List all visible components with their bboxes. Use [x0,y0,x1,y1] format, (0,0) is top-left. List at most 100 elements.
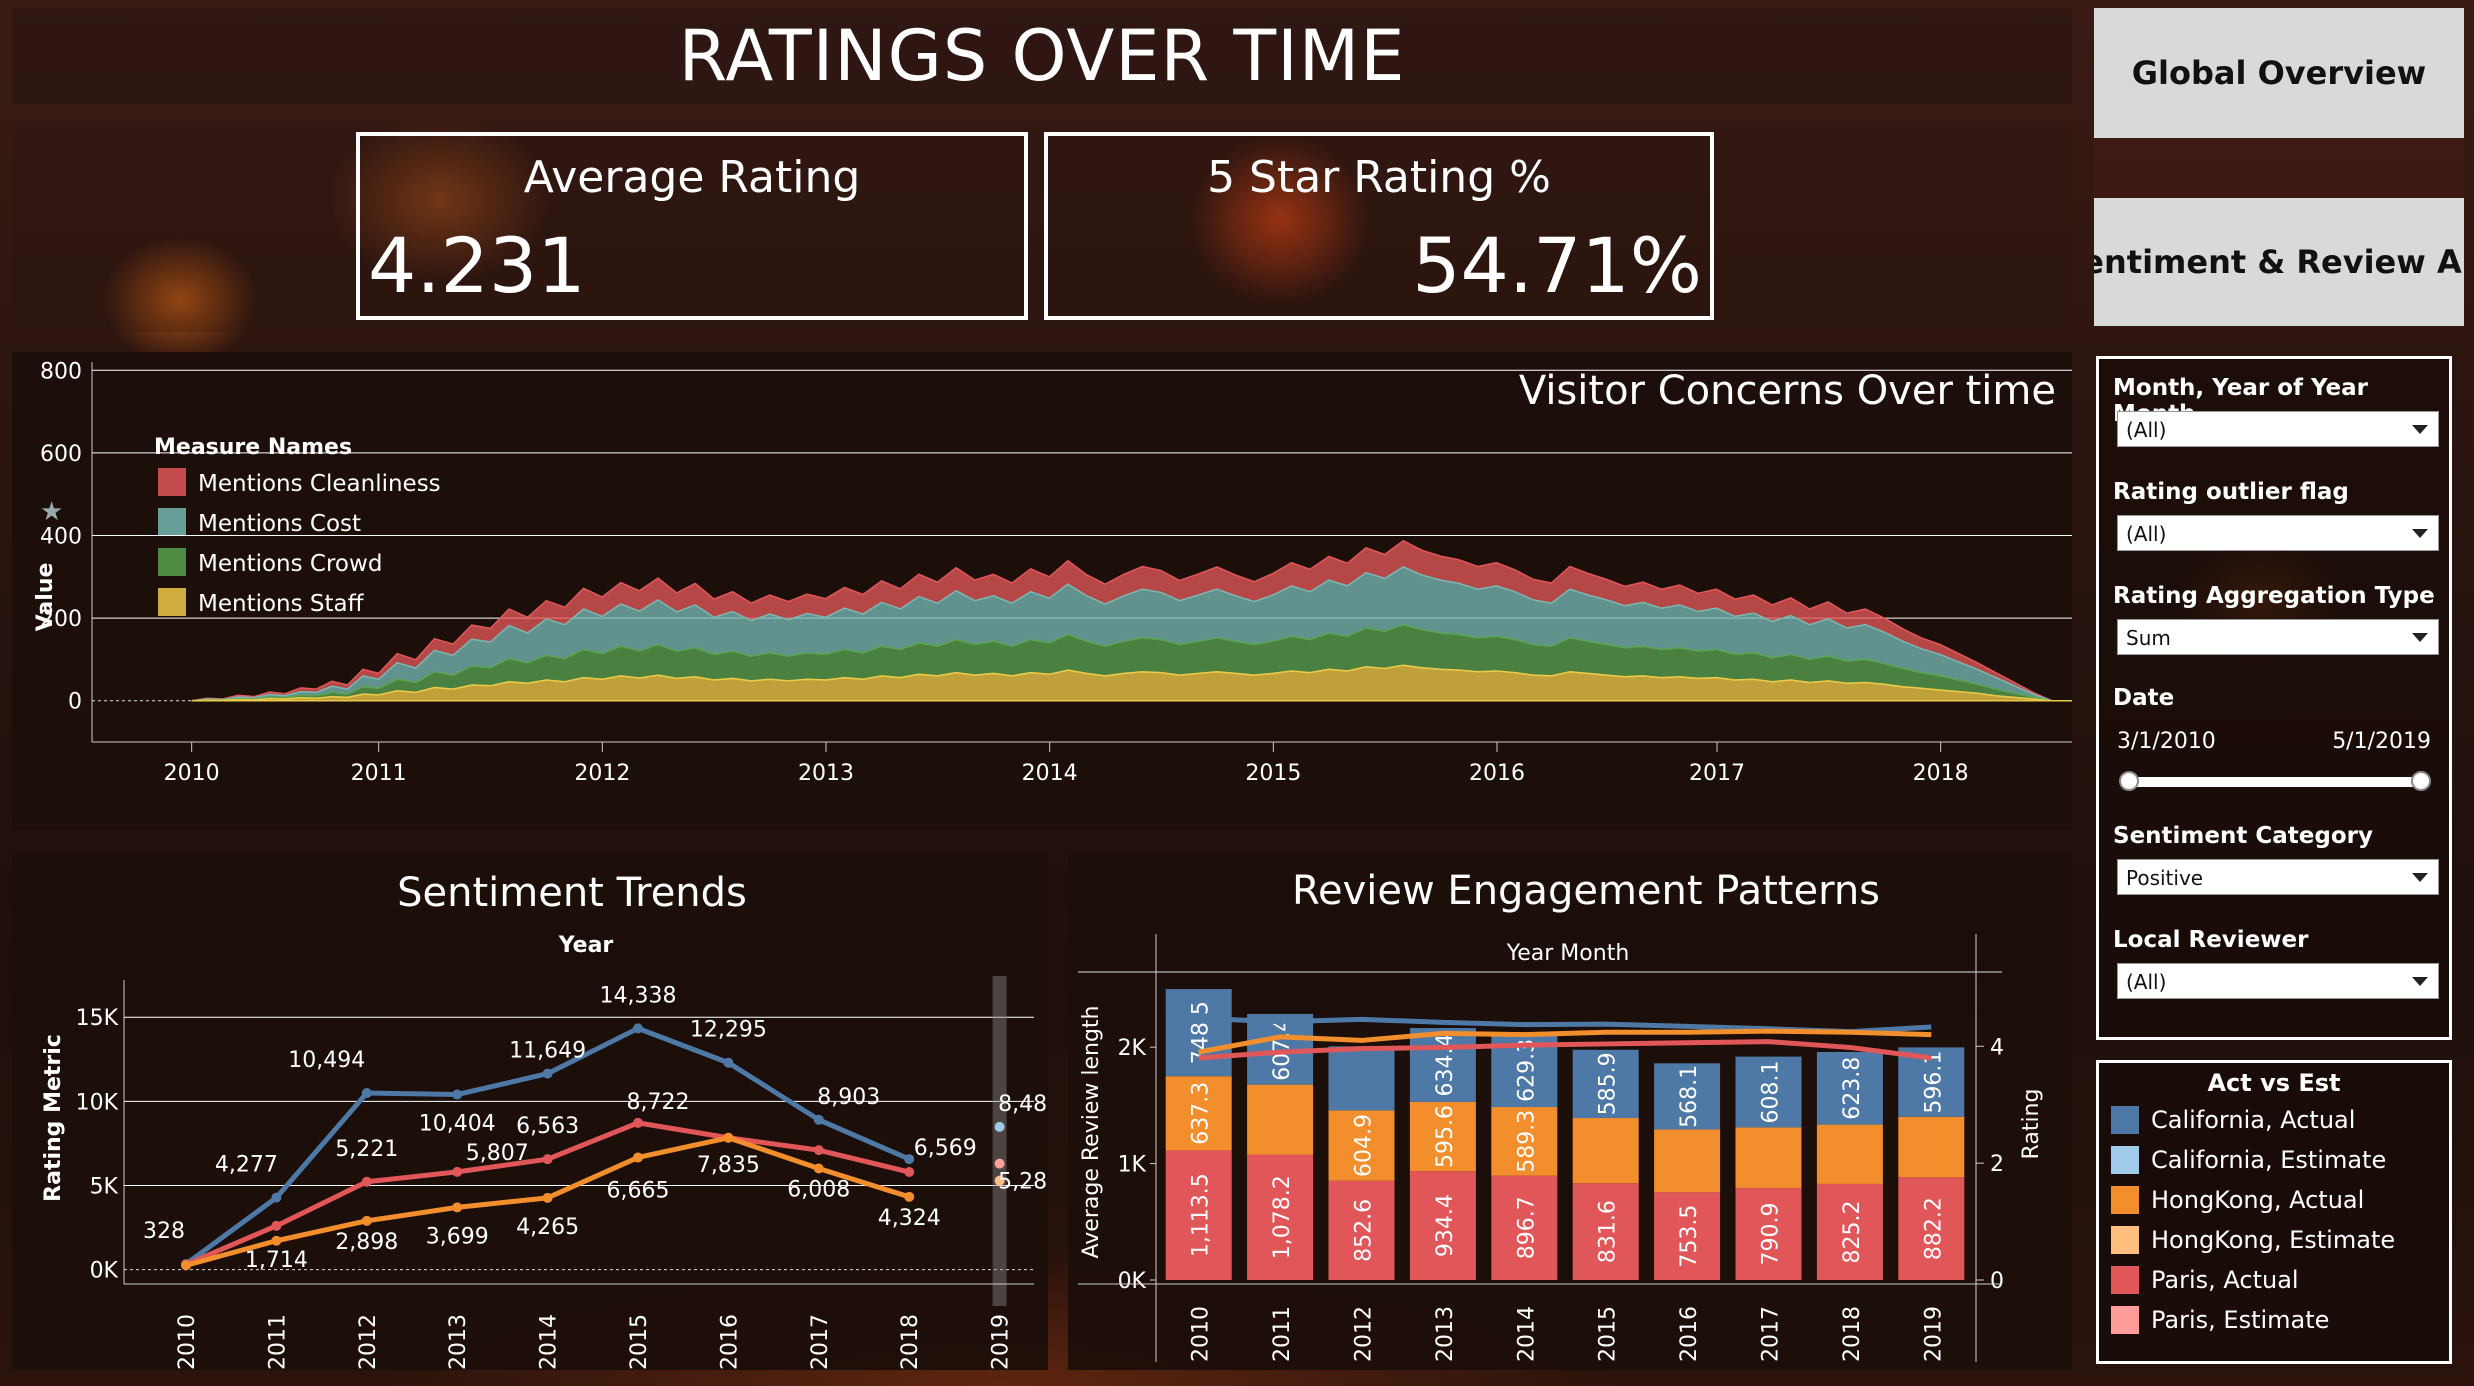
dashboard-title: RATINGS OVER TIME [678,15,1406,97]
bar-california [1898,1047,1965,1117]
x-tick-label: 2011 [1270,1306,1295,1362]
date-end-value: 5/1/2019 [2332,729,2431,754]
data-label: 5,221 [335,1137,398,1162]
x-tick-label: 2016 [717,1314,742,1370]
legend-swatch [2111,1186,2139,1214]
review-engagement-ylabel: Average Review length [1079,1006,1104,1259]
legend-label: HongKong, Actual [2151,1186,2365,1214]
bar-california [1328,1046,1395,1111]
data-label: 7,835 [697,1153,760,1178]
bar-label: 608.1 [1759,1061,1784,1124]
sentiment-review-button[interactable]: Sentiment & Review A... [2094,198,2464,326]
x-tick-label: 2018 [1840,1306,1865,1362]
date-range-slider[interactable] [2123,777,2427,787]
kpi-five-star-label: 5 Star Rating % [1207,152,1551,203]
sentiment-filter-dropdown[interactable]: Positive [2117,859,2439,895]
kpi-five-star-rating[interactable]: 5 Star Rating % 54.71% [1044,132,1714,320]
global-overview-button[interactable]: Global Overview [2094,8,2464,138]
pin-icon[interactable]: ★ [40,497,63,527]
legend-swatch [158,548,186,576]
series-point [271,1192,282,1203]
x-tick-label: 2017 [808,1314,833,1370]
outlier-filter-dropdown[interactable]: (All) [2117,515,2439,551]
bar-label: 825.2 [1840,1200,1865,1263]
x-tick-label: 2017 [1689,761,1745,786]
kpi-average-rating-label: Average Rating [523,152,861,203]
data-label: 14,338 [600,983,677,1008]
series-point [542,1068,553,1079]
data-label: 5,807 [466,1141,529,1166]
act-vs-est-title: Act vs Est [2207,1069,2341,1097]
rating-line-paris [1198,1039,1932,1061]
review-engagement-panel: Review Engagement Patterns Year Month Av… [1068,852,2072,1370]
bar-hongkong [1572,1118,1639,1184]
bar-label: 1,113.5 [1189,1173,1214,1257]
series-point [361,1088,372,1099]
month-filter-dropdown[interactable]: (All) [2117,411,2439,447]
sentiment-trends-panel: Sentiment Trends Year Rating Metric 0K 5K… [12,852,1061,1370]
legend-item[interactable]: Paris, Actual [2111,1263,2299,1297]
bar-label: 568.1 [1677,1065,1702,1128]
bar-label: 882.2 [1921,1197,1946,1260]
sentiment-trends-chart: Sentiment Trends Year Rating Metric 0K 5K… [41,870,1061,1370]
concerns-legend[interactable]: Mentions Cleanliness Mentions Cost Mention… [158,468,441,617]
outlier-filter-value: (All) [2126,522,2167,546]
bar-paris [1735,1187,1802,1280]
legend-item[interactable]: Paris, Estimate [2111,1303,2329,1337]
series-point [904,1191,915,1202]
data-label: 328 [143,1219,185,1244]
legend-item[interactable]: California, Actual [2111,1103,2355,1137]
series-point [723,1057,734,1068]
data-label: 8,903 [817,1085,880,1110]
x-tick-label: 2012 [574,761,630,786]
data-label: 4,265 [516,1215,579,1240]
series-point [813,1163,824,1174]
rating-line-hongkong [1198,1028,1932,1055]
dashboard-title-bar: RATINGS OVER TIME [12,8,2072,104]
series-point [361,1215,372,1226]
y-tick-label: 1K [1118,1153,1147,1178]
local-reviewer-filter-dropdown[interactable]: (All) [2117,963,2439,999]
x-tick-label: 2011 [265,1314,290,1370]
bar-label: 896.7 [1514,1196,1539,1259]
bar-paris [1165,1150,1232,1280]
x-tick-label: 2018 [1913,761,1969,786]
x-tick-label: 2013 [1433,1306,1458,1362]
series-point [271,1235,282,1246]
visitor-concerns-panel: Visitor Concerns Over time Value ★ Measu… [12,352,2308,830]
kpi-five-star-value: 54.71% [1412,221,1702,310]
bar-california [1816,1051,1883,1125]
bar-california [1409,1028,1476,1102]
legend-label: Paris, Estimate [2151,1306,2330,1334]
sentiment-trends-xlabel: Year [558,933,614,958]
x-tick-label: 2015 [1596,1306,1621,1362]
sentiment-review-label: Sentiment & Review A... [2094,243,2464,281]
y-tick-label: 800 [40,359,82,384]
legend-item[interactable]: HongKong, Estimate [2111,1223,2395,1257]
bar-hongkong [1654,1129,1721,1193]
x-tick-label: 2010 [1189,1306,1214,1362]
data-label: 4,324 [878,1206,941,1231]
visitor-concerns-title: Visitor Concerns Over time [1519,368,2056,414]
global-overview-label: Global Overview [2131,54,2427,92]
bar-label: 589.3 [1514,1110,1539,1173]
legend-item[interactable]: California, Estimate [2111,1143,2386,1177]
visitor-concerns-ylabel: Value [33,563,58,632]
x-tick-label: 2018 [898,1314,923,1370]
date-slider-end-handle[interactable] [2411,771,2431,791]
bar-label: 790.9 [1759,1202,1784,1265]
aggregation-filter-dropdown[interactable]: Sum [2117,619,2439,655]
local-reviewer-filter-label: Local Reviewer [2113,927,2309,953]
bar-hongkong [1328,1110,1395,1181]
kpi-average-rating[interactable]: Average Rating 4.231 [356,132,1028,320]
data-label: 1,714 [245,1248,308,1273]
date-slider-start-handle[interactable] [2119,771,2139,791]
y-tick-label: 600 [40,442,82,467]
bar-paris [1247,1154,1314,1280]
sentiment-filter-label: Sentiment Category [2113,823,2373,849]
date-start-value: 3/1/2010 [2117,729,2216,754]
bar-paris [1491,1175,1558,1280]
legend-item[interactable]: HongKong, Actual [2111,1183,2364,1217]
sentiment-trends-title: Sentiment Trends [397,870,747,916]
data-label: 4,277 [215,1153,278,1178]
